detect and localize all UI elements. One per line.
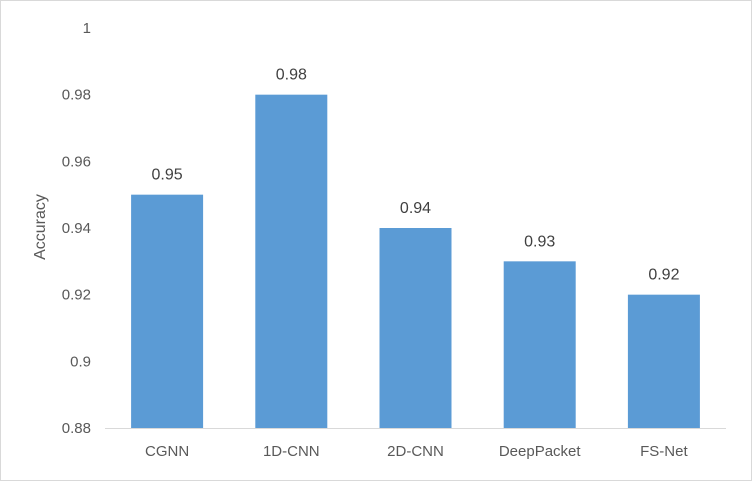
bar-cgnn [131, 194, 204, 428]
x-axis-ticks: CGNN 1D-CNN 2D-CNN DeepPacket FS-Net [145, 443, 688, 460]
data-label: 0.92 [648, 267, 679, 284]
y-tick-label: 0.94 [62, 220, 91, 237]
data-labels: 0.95 0.98 0.94 0.93 0.92 [152, 67, 680, 284]
x-tick-label: 1D-CNN [263, 443, 320, 460]
data-label: 0.94 [400, 200, 431, 217]
x-tick-label: DeepPacket [499, 443, 582, 460]
y-axis-ticks: 0.88 0.9 0.92 0.94 0.96 0.98 1 [62, 20, 91, 437]
x-tick-label: CGNN [145, 443, 189, 460]
y-tick-label: 0.92 [62, 287, 91, 304]
bar-1d-cnn [255, 94, 328, 429]
bar-fs-net [627, 294, 700, 428]
y-tick-label: 0.96 [62, 153, 91, 170]
data-label: 0.98 [276, 67, 307, 84]
y-tick-label: 0.88 [62, 420, 91, 437]
x-tick-label: FS-Net [640, 443, 688, 460]
x-tick-label: 2D-CNN [387, 443, 444, 460]
y-axis-title: Accuracy [32, 194, 49, 260]
bar-deeppacket [503, 261, 576, 428]
y-tick-label: 0.9 [70, 353, 91, 370]
data-label: 0.93 [524, 233, 555, 250]
y-tick-label: 0.98 [62, 87, 91, 104]
y-tick-label: 1 [83, 20, 91, 37]
bar-2d-cnn [379, 228, 452, 428]
data-label: 0.95 [152, 167, 183, 184]
bars [131, 94, 700, 429]
